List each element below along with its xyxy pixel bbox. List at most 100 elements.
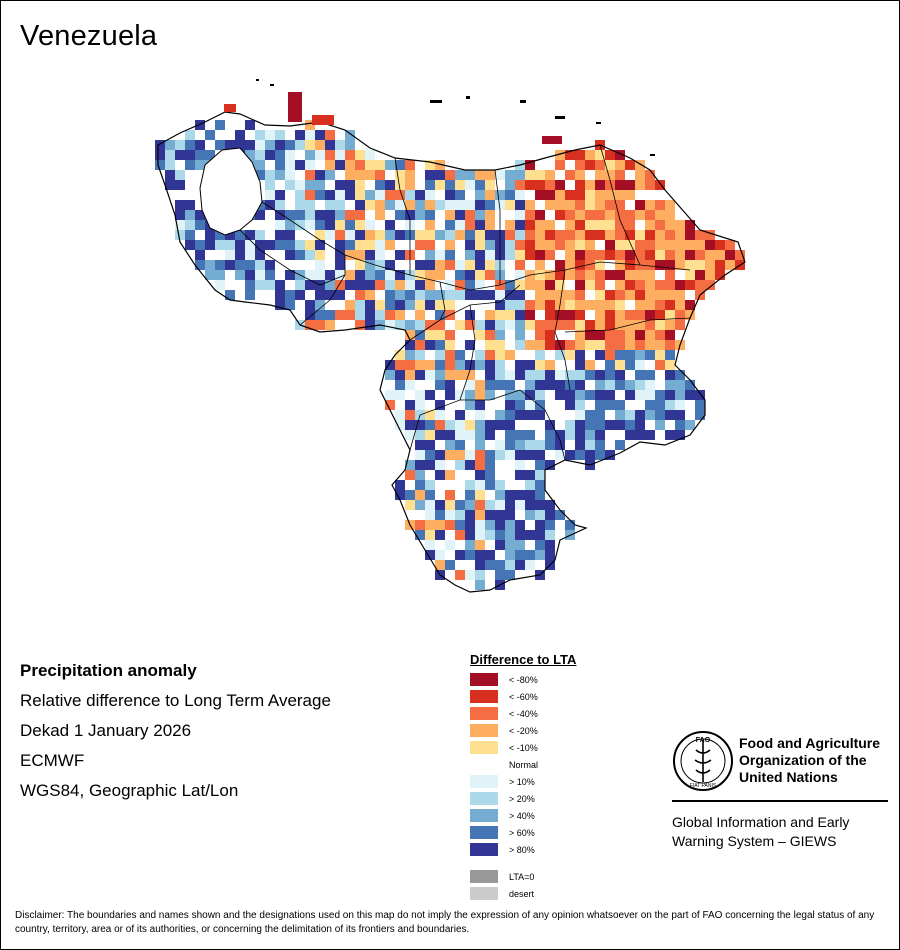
anomaly-cell xyxy=(585,440,595,450)
anomaly-cell xyxy=(295,170,305,180)
anomaly-cell xyxy=(595,410,605,420)
anomaly-cell xyxy=(565,290,575,300)
anomaly-cell xyxy=(235,270,245,280)
maracaibo-lake xyxy=(199,147,263,236)
anomaly-cell xyxy=(395,420,405,430)
anomaly-cell xyxy=(335,150,345,160)
anomaly-cell xyxy=(425,360,435,370)
anomaly-cell xyxy=(405,190,415,200)
anomaly-cell xyxy=(175,210,185,220)
anomaly-cell xyxy=(335,250,345,260)
anomaly-cell xyxy=(555,530,565,540)
anomaly-cell xyxy=(535,210,545,220)
anomaly-cell xyxy=(305,310,315,320)
legend-item-row: > 10% xyxy=(470,773,640,790)
anomaly-cell xyxy=(375,240,385,250)
anomaly-cell xyxy=(495,310,505,320)
anomaly-cell xyxy=(535,550,545,560)
anomaly-cell xyxy=(425,540,435,550)
anomaly-cell xyxy=(535,560,545,570)
anomaly-cell xyxy=(545,340,555,350)
anomaly-cell xyxy=(465,250,475,260)
legend-item-swatch xyxy=(470,673,498,686)
anomaly-cell xyxy=(625,340,635,350)
anomaly-cell xyxy=(265,220,275,230)
anomaly-cell xyxy=(315,320,325,330)
anomaly-cell xyxy=(235,140,245,150)
anomaly-cell xyxy=(625,420,635,430)
anomaly-cell xyxy=(525,490,535,500)
anomaly-cell xyxy=(285,230,295,240)
anomaly-cell xyxy=(395,290,405,300)
anomaly-cell xyxy=(675,240,685,250)
anomaly-cell xyxy=(545,280,555,290)
anomaly-cell xyxy=(635,300,645,310)
anomaly-cell xyxy=(525,280,535,290)
anomaly-cell xyxy=(475,390,485,400)
anomaly-cell xyxy=(445,520,455,530)
anomaly-cell xyxy=(515,230,525,240)
anomaly-cell xyxy=(615,370,625,380)
anomaly-cell xyxy=(605,360,615,370)
anomaly-cell xyxy=(435,170,445,180)
anomaly-cell xyxy=(675,320,685,330)
anomaly-cell xyxy=(575,340,585,350)
anomaly-cell xyxy=(275,140,285,150)
anomaly-cell xyxy=(605,450,615,460)
anomaly-cell xyxy=(385,360,395,370)
anomaly-cell xyxy=(625,230,635,240)
anomaly-cell xyxy=(465,370,475,380)
anomaly-cell xyxy=(295,280,305,290)
anomaly-cell xyxy=(425,280,435,290)
anomaly-cell xyxy=(575,360,585,370)
anomaly-cell xyxy=(535,350,545,360)
anomaly-cell xyxy=(465,550,475,560)
anomaly-cell xyxy=(335,130,345,140)
anomaly-cell xyxy=(465,290,475,300)
anomaly-cell xyxy=(675,290,685,300)
anomaly-cell xyxy=(615,260,625,270)
anomaly-cell xyxy=(495,370,505,380)
anomaly-cell xyxy=(615,250,625,260)
anomaly-cell xyxy=(245,140,255,150)
anomaly-cell xyxy=(245,280,255,290)
anomaly-cell xyxy=(445,440,455,450)
anomaly-cell xyxy=(415,340,425,350)
anomaly-cell xyxy=(555,510,565,520)
anomaly-cell xyxy=(295,160,305,170)
anomaly-cell xyxy=(605,310,615,320)
anomaly-cell xyxy=(535,170,545,180)
anomaly-cell xyxy=(495,350,505,360)
anomaly-cell xyxy=(495,470,505,480)
anomaly-cell xyxy=(735,250,745,260)
anomaly-cell xyxy=(615,170,625,180)
anomaly-cell xyxy=(535,220,545,230)
fao-logo-motto: FIAT PANIS xyxy=(690,783,717,789)
anomaly-cell xyxy=(435,270,445,280)
anomaly-cell xyxy=(675,220,685,230)
anomaly-cell xyxy=(625,240,635,250)
anomaly-cell xyxy=(685,220,695,230)
anomaly-cell xyxy=(475,250,485,260)
anomaly-cell xyxy=(555,370,565,380)
anomaly-cell xyxy=(335,310,345,320)
anomaly-cell xyxy=(565,440,575,450)
anomaly-cell xyxy=(425,160,435,170)
anomaly-cell xyxy=(515,460,525,470)
anomaly-cell xyxy=(235,250,245,260)
anomaly-cell xyxy=(475,550,485,560)
anomaly-cell xyxy=(505,300,515,310)
anomaly-cell xyxy=(555,290,565,300)
anomaly-cell xyxy=(175,180,185,190)
anomaly-cell xyxy=(355,140,365,150)
anomaly-cell xyxy=(545,380,555,390)
anomaly-cell xyxy=(485,250,495,260)
anomaly-cell xyxy=(435,530,445,540)
anomaly-cell xyxy=(485,290,495,300)
anomaly-cell xyxy=(665,320,675,330)
anomaly-cell xyxy=(275,240,285,250)
anomaly-cell xyxy=(545,520,555,530)
anomaly-cell xyxy=(305,120,315,130)
legend-item-swatch xyxy=(470,775,498,788)
anomaly-cell xyxy=(655,280,665,290)
